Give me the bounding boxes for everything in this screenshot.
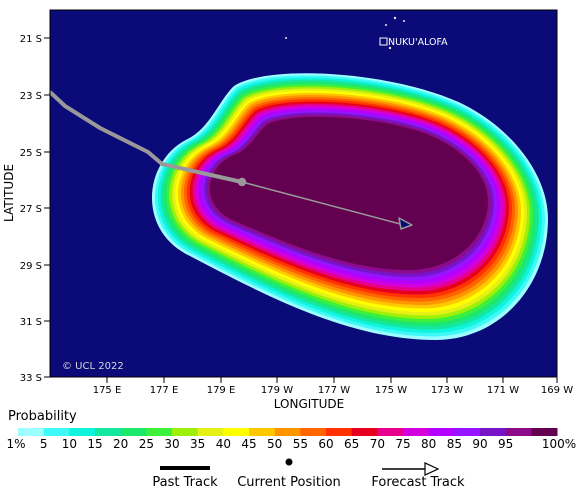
colorbar-swatch — [428, 428, 455, 436]
map-frame — [49, 9, 558, 378]
colorbar-label: 55 — [293, 437, 308, 451]
lon-tick-label: 175 E — [93, 385, 122, 396]
colorbar-label: 50 — [267, 437, 282, 451]
copyright-text: © UCL 2022 — [62, 361, 124, 372]
place-label: NUKU'ALOFA — [388, 37, 448, 48]
current-position-key-dot — [285, 458, 293, 466]
colorbar-label: 75 — [395, 437, 410, 451]
track-key: Past Track Current Position Forecast Tra… — [152, 458, 465, 490]
colorbar-label: 80 — [421, 437, 436, 451]
colorbar-label: 5 — [40, 437, 48, 451]
colorbar-swatch — [351, 428, 378, 436]
lon-tick-label: 171 W — [487, 385, 519, 396]
colorbar-label: 25 — [139, 437, 154, 451]
lon-tick-label: 173 W — [431, 385, 463, 396]
colorbar-swatch — [300, 428, 327, 436]
x-axis-title: LONGITUDE — [274, 397, 344, 411]
colorbar-label: 45 — [241, 437, 256, 451]
colorbar-label: 1% — [6, 437, 25, 451]
legend-title: Probability — [8, 409, 77, 424]
colorbar-swatch — [531, 428, 558, 436]
colorbar-swatch — [480, 428, 507, 436]
forecast-track-key-arrow-icon — [424, 462, 440, 476]
lat-tick-label: 33 S — [20, 373, 42, 384]
forecast-arrow-head — [398, 217, 413, 230]
colorbar-label: 10 — [62, 437, 77, 451]
colorbar-label: 20 — [113, 437, 128, 451]
lon-axis: 175 E 177 E 179 E 179 W 177 W 175 W 173 … — [93, 377, 573, 396]
colorbar-label: 70 — [370, 437, 385, 451]
y-axis-title: LATITUDE — [2, 164, 16, 222]
colorbar-swatch — [505, 428, 532, 436]
lat-tick-label: 23 S — [20, 91, 42, 102]
lat-tick-label: 31 S — [20, 317, 42, 328]
colorbar-label: 65 — [344, 437, 359, 451]
colorbar-swatch — [274, 428, 301, 436]
colorbar-label: 95 — [498, 437, 513, 451]
lon-tick-label: 175 W — [375, 385, 407, 396]
colorbar-swatch — [197, 428, 224, 436]
colorbar-label: 40 — [216, 437, 231, 451]
probability-swath — [151, 73, 549, 341]
colorbar-swatch — [223, 428, 250, 436]
probability-colorbar-labels: 1% 5 10 15 20 25 30 35 40 45 50 55 60 65 70 75 80 85 90 95 1… — [6, 437, 576, 451]
capital-marker-icon — [379, 37, 388, 46]
colorbar-label: 90 — [472, 437, 487, 451]
colorbar-swatch — [172, 428, 199, 436]
lat-tick-label: 29 S — [20, 261, 42, 272]
colorbar-swatch — [403, 428, 430, 436]
current-position-key-label: Current Position — [237, 475, 341, 490]
colorbar-swatch — [69, 428, 96, 436]
past-track-line — [48, 90, 243, 184]
lon-tick-label: 179 W — [261, 385, 293, 396]
lat-tick-label: 27 S — [20, 204, 42, 215]
lon-tick-label: 177 W — [318, 385, 350, 396]
colorbar-label: 60 — [318, 437, 333, 451]
colorbar-swatch — [454, 428, 481, 436]
lon-tick-label: 169 W — [541, 385, 573, 396]
colorbar-swatch — [120, 428, 147, 436]
colorbar-swatch — [326, 428, 353, 436]
colorbar-label: 35 — [190, 437, 205, 451]
lon-tick-label: 177 E — [150, 385, 179, 396]
colorbar-swatch — [43, 428, 70, 436]
colorbar-swatch — [249, 428, 276, 436]
lon-tick-label: 179 E — [207, 385, 236, 396]
colorbar-swatch — [377, 428, 404, 436]
forecast-track-key-label: Forecast Track — [371, 475, 465, 490]
colorbar-swatch — [146, 428, 173, 436]
colorbar-label: 100% — [542, 437, 576, 451]
lat-tick-label: 25 S — [20, 148, 42, 159]
colorbar-swatch — [95, 428, 122, 436]
forecast-track-line — [241, 181, 405, 226]
colorbar-swatch — [18, 428, 45, 436]
current-position-marker — [237, 177, 247, 187]
probability-colorbar — [18, 428, 558, 436]
colorbar-label: 30 — [164, 437, 179, 451]
island-group — [285, 16, 405, 50]
lat-axis: 21 S 23 S 25 S 27 S 29 S 31 S 33 S — [20, 34, 50, 384]
lat-tick-label: 21 S — [20, 34, 42, 45]
colorbar-label: 15 — [87, 437, 102, 451]
swath-band — [209, 116, 488, 270]
past-track-key-label: Past Track — [152, 475, 218, 490]
colorbar-label: 85 — [447, 437, 462, 451]
